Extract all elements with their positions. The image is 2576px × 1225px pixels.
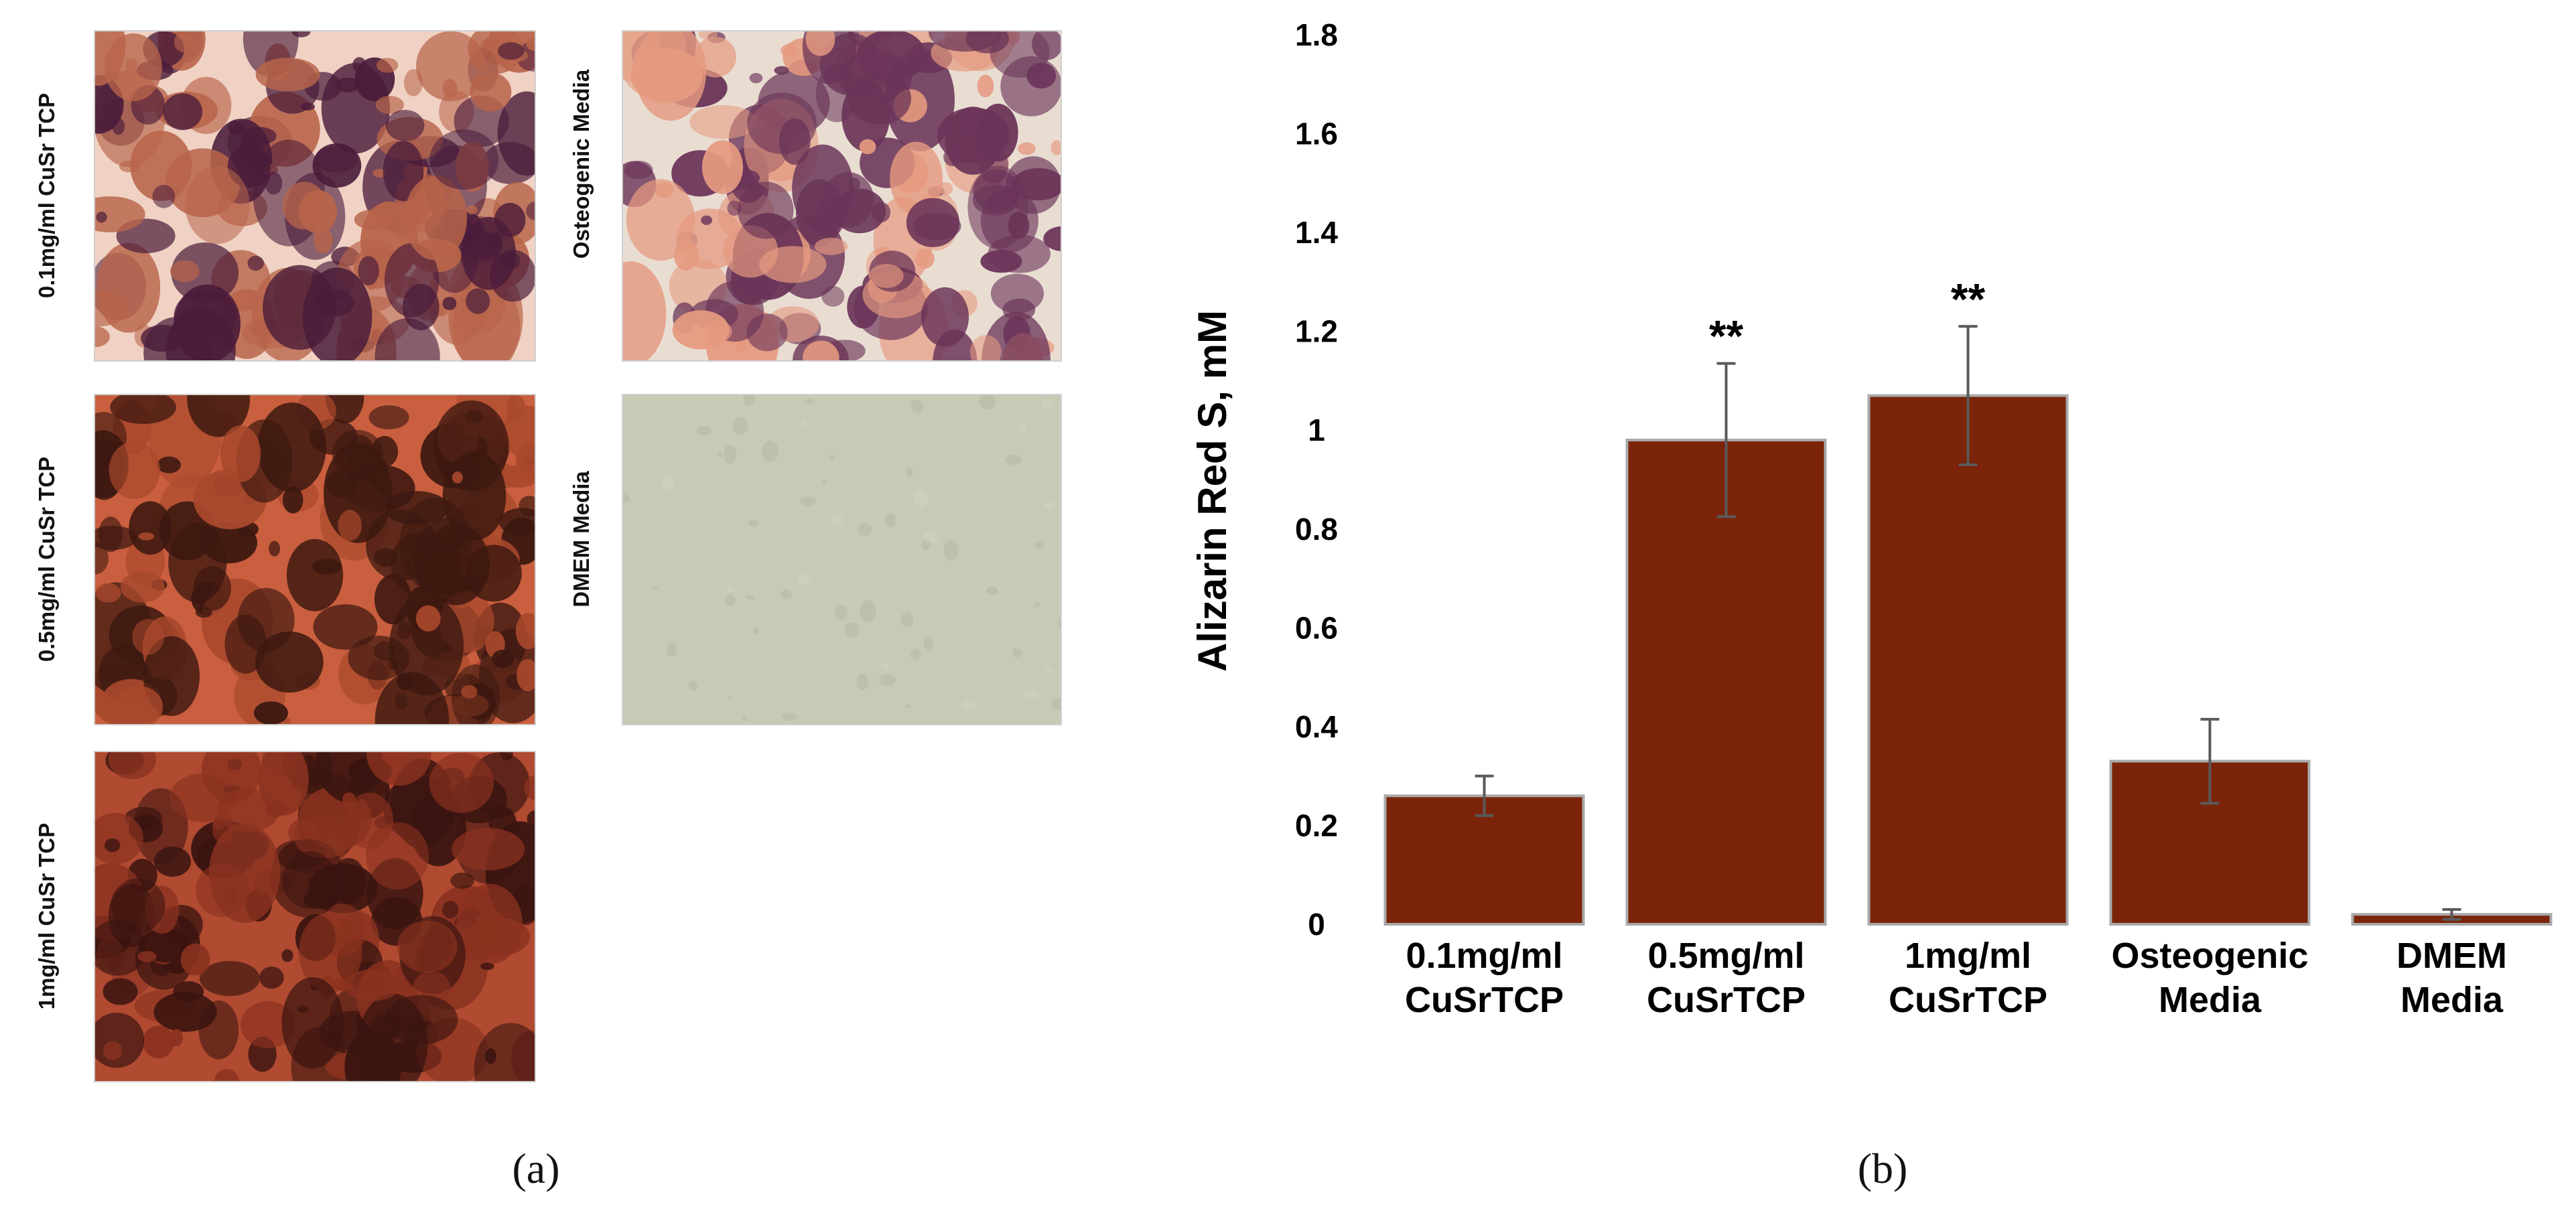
error-bar bbox=[2200, 717, 2220, 805]
y-axis-ticks: 0 0.2 0.4 0.6 0.8 1 1.2 1.4 1.6 1.8 bbox=[1295, 17, 1338, 942]
micrograph-dmem-media bbox=[622, 394, 1062, 725]
significance-markers: ** ** bbox=[1709, 274, 1986, 360]
y-tick-label: 0.2 bbox=[1295, 808, 1338, 843]
micrograph-0-5mg-cusr-tcp bbox=[94, 394, 536, 725]
error-bars bbox=[1475, 325, 2461, 921]
micrograph-texture bbox=[623, 395, 1061, 724]
bars bbox=[1383, 394, 2553, 926]
significance-marker: ** bbox=[1951, 274, 1986, 323]
micrograph-texture bbox=[95, 395, 535, 724]
y-tick-label: 0 bbox=[1308, 907, 1325, 942]
y-tick-label: 1 bbox=[1308, 413, 1325, 447]
caption-a: (a) bbox=[512, 1145, 560, 1192]
micrograph-osteogenic-media bbox=[622, 30, 1062, 362]
x-category-label: 0.5mg/ml CuSrTCP bbox=[1647, 936, 1806, 1020]
y-tick-label: 0.8 bbox=[1295, 512, 1338, 547]
y-axis-label: Alizarin Red S, mM bbox=[1190, 310, 1235, 672]
error-bar bbox=[1958, 325, 1978, 466]
x-category-label: Osteogenic Media bbox=[2111, 936, 2308, 1020]
x-category-label: DMEM Media bbox=[2396, 936, 2507, 1020]
y-tick-label: 1.2 bbox=[1295, 314, 1338, 349]
y-tick-label: 0.6 bbox=[1295, 610, 1338, 645]
micrograph-texture bbox=[623, 31, 1061, 360]
y-tick-label: 1.8 bbox=[1295, 17, 1338, 52]
y-tick-label: 0.4 bbox=[1295, 709, 1338, 744]
x-axis-categories: 0.1mg/ml CuSrTCP 0.5mg/ml CuSrTCP 1mg/ml CuSr… bbox=[1405, 936, 2507, 1020]
x-category-label: 0.1mg/ml CuSrTCP bbox=[1405, 936, 1564, 1020]
significance-marker: ** bbox=[1709, 311, 1744, 361]
micrograph-0-1mg-cusr-tcp bbox=[94, 30, 536, 362]
bar bbox=[1625, 439, 1827, 926]
error-bar bbox=[1716, 362, 1736, 518]
error-bar bbox=[2442, 908, 2461, 921]
micrograph-texture bbox=[95, 752, 535, 1081]
caption-b: (b) bbox=[1857, 1145, 1908, 1192]
x-category-label: 1mg/ml CuSrTCP bbox=[1889, 936, 2047, 1020]
bar bbox=[1383, 794, 1585, 926]
micrograph-texture bbox=[95, 31, 535, 360]
error-bar bbox=[1475, 774, 1494, 817]
y-tick-label: 1.6 bbox=[1295, 117, 1338, 151]
bar bbox=[1867, 394, 2069, 926]
y-tick-label: 1.4 bbox=[1295, 215, 1338, 250]
micrograph-1mg-cusr-tcp bbox=[94, 751, 536, 1082]
